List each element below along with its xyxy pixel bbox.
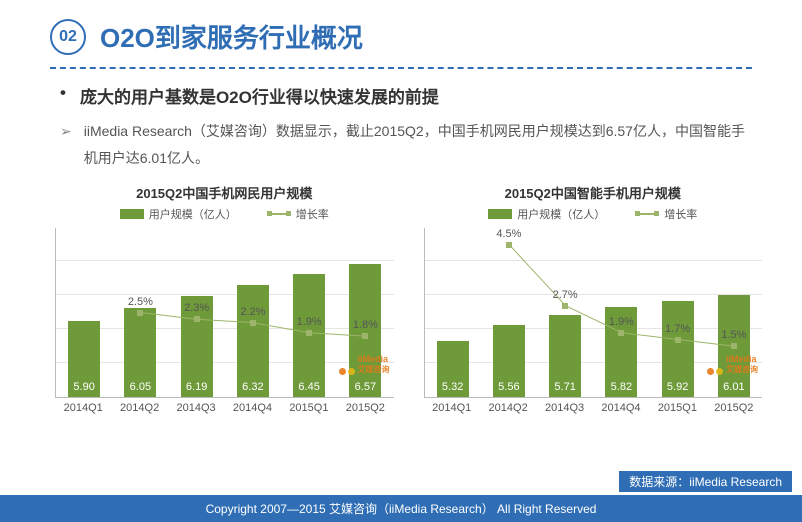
- bar-value-label: 5.92: [667, 381, 688, 393]
- slide-title: O2O到家服务行业概况: [100, 18, 363, 55]
- watermark-dot: [339, 368, 346, 375]
- source-label: 数据来源：iiMedia Research: [619, 471, 792, 492]
- bar-slot: 6.05: [112, 228, 168, 397]
- sub-text: iiMedia Research（艾媒咨询）数据显示，截止2015Q2，中国手机…: [84, 118, 747, 171]
- bar-value-label: 6.05: [130, 381, 151, 393]
- x-tick-label: 2014Q1: [424, 398, 480, 414]
- bar: 6.19: [181, 296, 213, 397]
- legend-bar-label: 用户规模（亿人）: [149, 206, 237, 222]
- x-tick-label: 2015Q1: [281, 398, 337, 414]
- watermark-text-en: iiMedia: [726, 354, 758, 364]
- bar-slot: 5.56: [481, 228, 537, 397]
- watermark-dot: [348, 368, 355, 375]
- chart-title: 2015Q2中国手机网民用户规模: [55, 183, 394, 202]
- bar: 5.71: [549, 315, 581, 397]
- bar-value-label: 5.90: [73, 381, 94, 393]
- bar-slot: 5.92: [650, 228, 706, 397]
- legend-bar-swatch: [120, 209, 144, 219]
- bar-value-label: 5.56: [498, 381, 519, 393]
- bar: 6.57: [349, 264, 381, 397]
- bar-slot: 6.32: [225, 228, 281, 397]
- bar-slot: 5.71: [537, 228, 593, 397]
- bar: 5.82: [605, 307, 637, 397]
- bar: 6.05: [124, 308, 156, 397]
- legend-line-swatch: [635, 213, 659, 215]
- chart-legend: 用户规模（亿人） 增长率: [424, 206, 763, 222]
- legend-line: 增长率: [267, 206, 329, 222]
- bar: 5.32: [437, 341, 469, 397]
- legend-bar: 用户规模（亿人）: [120, 206, 237, 222]
- legend-line-swatch: [267, 213, 291, 215]
- footer-copyright: Copyright 2007—2015 艾媒咨询（iiMedia Researc…: [0, 495, 802, 522]
- bar: 5.56: [493, 325, 525, 397]
- legend-line-label: 增长率: [296, 206, 329, 222]
- bar: 5.92: [662, 301, 694, 398]
- bar-value-label: 6.45: [298, 381, 319, 393]
- x-tick-label: 2014Q2: [111, 398, 167, 414]
- section-badge: 02: [50, 19, 86, 55]
- x-tick-label: 2014Q4: [224, 398, 280, 414]
- content-area: • 庞大的用户基数是O2O行业得以快速发展的前提 ➢ iiMedia Resea…: [0, 69, 802, 171]
- chart-right: 2015Q2中国智能手机用户规模用户规模（亿人） 增长率 5.32 5.56 5.71 5…: [424, 183, 763, 414]
- bar-value-label: 6.57: [355, 381, 376, 393]
- legend-bar-label: 用户规模（亿人）: [517, 206, 605, 222]
- bar-slot: 6.45: [281, 228, 337, 397]
- x-tick-label: 2014Q2: [480, 398, 536, 414]
- bar-slot: 5.82: [593, 228, 649, 397]
- legend-line: 增长率: [635, 206, 697, 222]
- bar: 6.01: [718, 295, 750, 398]
- x-tick-label: 2014Q3: [168, 398, 224, 414]
- bar-value-label: 5.82: [611, 381, 632, 393]
- bar-value-label: 5.32: [442, 381, 463, 393]
- bar-slot: 6.19: [169, 228, 225, 397]
- bullet-text: 庞大的用户基数是O2O行业得以快速发展的前提: [80, 83, 439, 108]
- watermark-dot: [716, 368, 723, 375]
- x-axis: 2014Q12014Q22014Q32014Q42015Q12015Q2: [55, 398, 394, 414]
- x-tick-label: 2015Q2: [706, 398, 762, 414]
- bar: 5.90: [68, 321, 100, 398]
- watermark: iiMedia艾媒咨询: [707, 354, 758, 375]
- x-tick-label: 2014Q1: [55, 398, 111, 414]
- chart-title: 2015Q2中国智能手机用户规模: [424, 183, 763, 202]
- watermark: iiMedia艾媒咨询: [339, 354, 390, 375]
- plot-area: 5.325.565.715.825.926.014.5%2.7%1.9%1.7%…: [424, 228, 763, 398]
- bar-value-label: 5.71: [554, 381, 575, 393]
- chart-left: 2015Q2中国手机网民用户规模用户规模（亿人） 增长率 5.90 6.05 6.19 6…: [55, 183, 394, 414]
- bar-slot: 5.32: [425, 228, 481, 397]
- watermark-dot: [707, 368, 714, 375]
- x-tick-label: 2015Q2: [337, 398, 393, 414]
- legend-bar: 用户规模（亿人）: [488, 206, 605, 222]
- bullet-main: • 庞大的用户基数是O2O行业得以快速发展的前提: [60, 83, 747, 108]
- bullet-dot: •: [60, 83, 66, 103]
- bar: 6.32: [237, 285, 269, 397]
- arrow-icon: ➢: [60, 118, 72, 145]
- legend-line-label: 增长率: [664, 206, 697, 222]
- watermark-text-cn: 艾媒咨询: [358, 364, 390, 375]
- slide-header: 02 O2O到家服务行业概况: [0, 0, 802, 55]
- charts-row: 2015Q2中国手机网民用户规模用户规模（亿人） 增长率 5.90 6.05 6.19 6…: [0, 171, 802, 414]
- bar-slot: 5.90: [56, 228, 112, 397]
- legend-bar-swatch: [488, 209, 512, 219]
- bar-value-label: 6.32: [242, 381, 263, 393]
- x-tick-label: 2014Q3: [536, 398, 592, 414]
- watermark-text-cn: 艾媒咨询: [726, 364, 758, 375]
- bar-value-label: 6.01: [723, 381, 744, 393]
- plot-area: 5.906.056.196.326.456.572.5%2.3%2.2%1.9%…: [55, 228, 394, 398]
- x-tick-label: 2015Q1: [649, 398, 705, 414]
- bar: 6.45: [293, 274, 325, 397]
- watermark-text-en: iiMedia: [358, 354, 390, 364]
- bar-value-label: 6.19: [186, 381, 207, 393]
- x-axis: 2014Q12014Q22014Q32014Q42015Q12015Q2: [424, 398, 763, 414]
- chart-legend: 用户规模（亿人） 增长率: [55, 206, 394, 222]
- sub-bullet: ➢ iiMedia Research（艾媒咨询）数据显示，截止2015Q2，中国…: [60, 118, 747, 171]
- x-tick-label: 2014Q4: [593, 398, 649, 414]
